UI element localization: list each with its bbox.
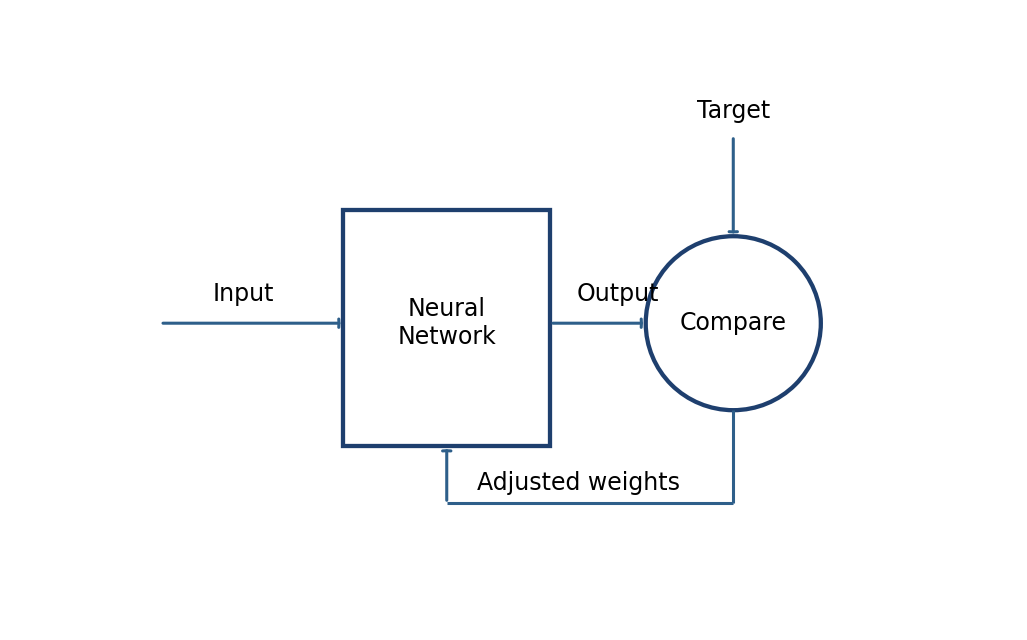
Text: Adjusted weights: Adjusted weights [477, 471, 680, 495]
Ellipse shape [646, 236, 821, 410]
Text: Target: Target [696, 99, 770, 124]
Text: Input: Input [213, 282, 274, 306]
Bar [343, 210, 550, 447]
Text: Compare: Compare [680, 311, 787, 335]
Text: Output: Output [576, 282, 659, 306]
Text: Neural
Network: Neural Network [397, 298, 496, 349]
